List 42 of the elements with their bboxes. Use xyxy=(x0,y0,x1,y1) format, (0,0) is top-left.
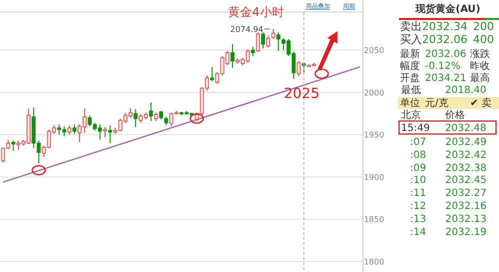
text: 2018.40 xyxy=(445,85,486,96)
text: :12 2032.16 xyxy=(410,201,487,212)
text: :13 2032.13 xyxy=(410,214,487,225)
text: :14 2032.19 xyxy=(410,227,487,238)
text: 2032.48 xyxy=(445,123,486,134)
text: ✔ 卖 xyxy=(470,97,492,109)
text: 200 xyxy=(473,20,494,33)
text: 最低 xyxy=(401,85,421,96)
y-tick-label: 1800 xyxy=(364,258,384,267)
text: 2032.06 xyxy=(422,33,468,46)
text: 最高 xyxy=(470,72,490,84)
text: 2032.34 xyxy=(422,20,468,33)
text: 单位 xyxy=(400,97,420,109)
text: 涨跌 xyxy=(470,48,490,60)
text: :09 2032.38 xyxy=(410,163,487,174)
text: 价格 xyxy=(444,109,465,121)
annotation: 2025 xyxy=(284,86,320,102)
text: :11 2032.27 xyxy=(410,188,487,199)
text: :10 2032.45 xyxy=(410,175,487,186)
text: :08 2032.42 xyxy=(410,150,487,161)
text: 昨收 xyxy=(470,60,490,72)
text: :07 2032.49 xyxy=(410,137,487,148)
y-tick-label: 1850 xyxy=(364,215,384,224)
y-tick-label: 2000 xyxy=(364,88,384,98)
annotation: 2074.94 xyxy=(230,24,264,34)
y-tick-label: 1900 xyxy=(364,172,384,182)
text: 北京 xyxy=(401,109,421,121)
text: 卖出 xyxy=(400,20,422,33)
text: 最新 xyxy=(400,48,420,60)
text: 400 xyxy=(473,33,494,46)
text: 2034.21 xyxy=(425,73,466,84)
chart-title: 黄金4小时 xyxy=(228,5,284,19)
text: 买入 xyxy=(400,33,422,46)
text: 元/克 xyxy=(425,97,448,109)
y-tick-label: 1950 xyxy=(364,130,384,140)
text: 幅度 xyxy=(400,60,420,72)
y-tick-label: 2050 xyxy=(364,46,384,56)
text: 现货黄金(AU) xyxy=(414,3,480,15)
text: 2032.06 xyxy=(425,49,466,60)
text: 开盘 xyxy=(400,72,420,84)
text: -0.12% xyxy=(425,61,460,72)
text: 15:49 xyxy=(401,123,430,134)
